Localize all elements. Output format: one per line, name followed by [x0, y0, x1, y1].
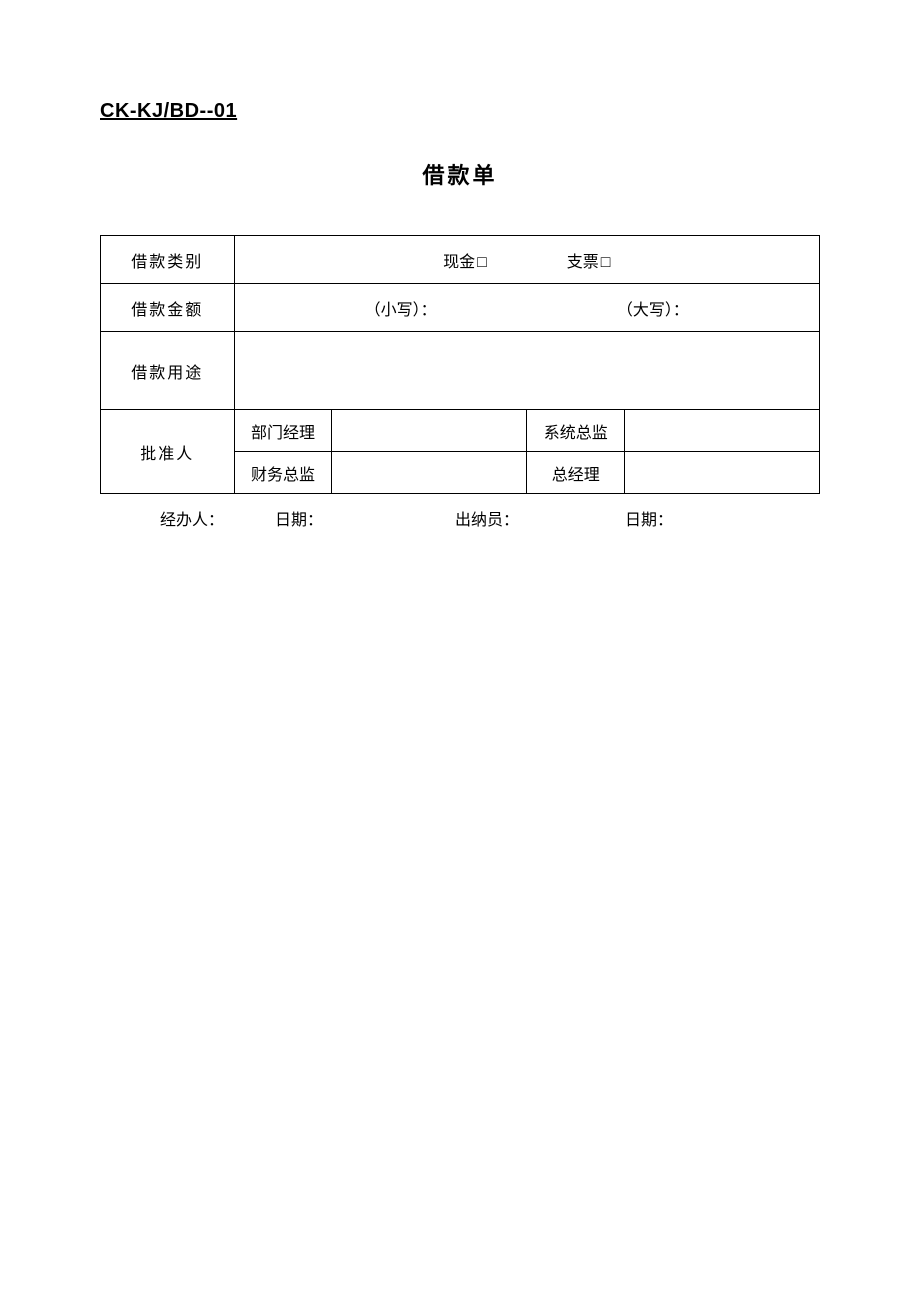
- document-code: CK-KJ/BD--01: [100, 100, 820, 123]
- document-title: 借款单: [100, 158, 820, 190]
- cash-option[interactable]: 现金□: [443, 248, 487, 272]
- system-director-label: 系统总监: [527, 410, 625, 452]
- loan-type-options: 现金□ 支票□: [234, 236, 819, 284]
- loan-amount-label: 借款金额: [101, 284, 235, 332]
- system-director-signature[interactable]: [625, 410, 820, 452]
- handler-label: 经办人：: [105, 506, 275, 530]
- loan-form-table: 借款类别 现金□ 支票□ 借款金额 （小写）： （大写）： 借款用途 批准人 部…: [100, 235, 820, 494]
- date2-label: 日期：: [625, 506, 815, 530]
- date1-label: 日期：: [275, 506, 455, 530]
- loan-purpose-label: 借款用途: [101, 332, 235, 410]
- amount-upper-label: （大写）：: [527, 296, 779, 320]
- dept-manager-label: 部门经理: [234, 410, 332, 452]
- check-option[interactable]: 支票□: [567, 248, 611, 272]
- cashier-label: 出纳员：: [455, 506, 625, 530]
- loan-type-row: 借款类别 现金□ 支票□: [101, 236, 820, 284]
- finance-director-signature[interactable]: [332, 452, 527, 494]
- approver-label: 批准人: [101, 410, 235, 494]
- loan-type-label: 借款类别: [101, 236, 235, 284]
- footer-row: 经办人： 日期： 出纳员： 日期：: [100, 506, 820, 530]
- general-manager-label: 总经理: [527, 452, 625, 494]
- approver-row-1: 批准人 部门经理 系统总监: [101, 410, 820, 452]
- check-option-text: 支票: [567, 254, 599, 271]
- general-manager-signature[interactable]: [625, 452, 820, 494]
- cash-option-text: 现金: [443, 254, 475, 271]
- dept-manager-signature[interactable]: [332, 410, 527, 452]
- finance-director-label: 财务总监: [234, 452, 332, 494]
- loan-purpose-field[interactable]: [234, 332, 819, 410]
- loan-amount-fields: （小写）： （大写）：: [234, 284, 819, 332]
- loan-amount-row: 借款金额 （小写）： （大写）：: [101, 284, 820, 332]
- checkbox-icon: □: [477, 254, 487, 272]
- amount-lower-label: （小写）：: [275, 296, 527, 320]
- checkbox-icon: □: [601, 254, 611, 272]
- loan-purpose-row: 借款用途: [101, 332, 820, 410]
